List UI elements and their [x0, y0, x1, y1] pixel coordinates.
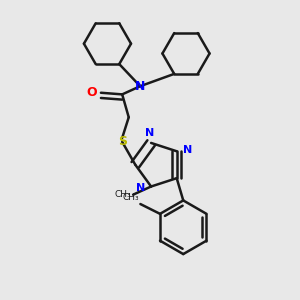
Text: N: N: [135, 80, 146, 93]
Text: S: S: [118, 135, 127, 148]
Text: N: N: [183, 145, 192, 154]
Text: CH₃: CH₃: [122, 194, 139, 202]
Text: N: N: [145, 128, 154, 138]
Text: O: O: [86, 86, 97, 99]
Text: CH₃: CH₃: [115, 190, 131, 199]
Text: N: N: [136, 183, 145, 193]
